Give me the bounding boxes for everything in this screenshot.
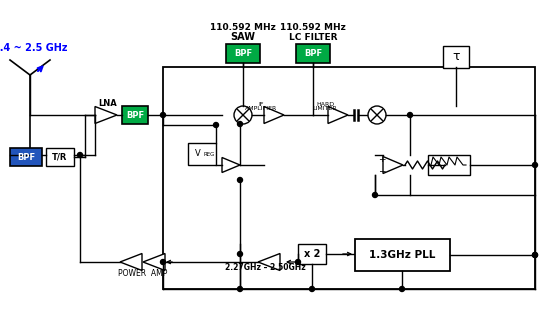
Circle shape xyxy=(368,106,386,124)
Circle shape xyxy=(238,287,243,291)
Bar xyxy=(163,67,535,289)
Circle shape xyxy=(238,251,243,256)
Text: BPF: BPF xyxy=(17,152,35,162)
Bar xyxy=(122,106,148,124)
Polygon shape xyxy=(328,106,348,123)
Polygon shape xyxy=(143,254,165,271)
Circle shape xyxy=(238,177,243,182)
Text: +: + xyxy=(378,156,386,164)
Bar xyxy=(226,44,260,63)
Bar xyxy=(10,148,42,166)
Bar xyxy=(188,143,216,165)
Bar xyxy=(46,148,74,166)
Polygon shape xyxy=(95,106,117,123)
Circle shape xyxy=(161,260,166,265)
Text: BPF: BPF xyxy=(126,111,144,119)
Text: V: V xyxy=(195,150,201,158)
Polygon shape xyxy=(222,158,240,173)
Circle shape xyxy=(399,287,404,291)
Polygon shape xyxy=(383,157,403,174)
Bar xyxy=(296,44,330,63)
Text: 2.27GHz – 2.50GHz: 2.27GHz – 2.50GHz xyxy=(224,262,305,272)
Bar xyxy=(443,46,469,68)
Polygon shape xyxy=(258,254,280,271)
Circle shape xyxy=(295,260,300,265)
Text: 1.3GHz PLL: 1.3GHz PLL xyxy=(369,250,435,260)
Text: T/R: T/R xyxy=(52,152,68,162)
Text: REG: REG xyxy=(203,152,214,157)
Circle shape xyxy=(213,123,218,128)
Text: LNA: LNA xyxy=(98,100,117,108)
Polygon shape xyxy=(120,254,142,271)
Circle shape xyxy=(372,192,377,198)
Circle shape xyxy=(234,106,252,124)
Circle shape xyxy=(532,253,537,257)
Text: IF: IF xyxy=(258,101,264,106)
Text: LIMITER: LIMITER xyxy=(313,106,337,112)
Text: 2.4 ~ 2.5 GHz: 2.4 ~ 2.5 GHz xyxy=(0,43,67,53)
Text: AMPLIFIER: AMPLIFIER xyxy=(245,106,277,112)
Text: BPF: BPF xyxy=(234,49,252,58)
Circle shape xyxy=(532,163,537,168)
Circle shape xyxy=(310,287,315,291)
Text: τ: τ xyxy=(452,50,460,64)
Text: x 2: x 2 xyxy=(304,249,320,259)
Text: HARD: HARD xyxy=(316,101,334,106)
Text: 110.592 MHz: 110.592 MHz xyxy=(280,24,346,32)
Text: −: − xyxy=(378,167,386,175)
Circle shape xyxy=(238,122,243,127)
Polygon shape xyxy=(264,106,284,123)
Circle shape xyxy=(78,152,82,158)
Text: BPF: BPF xyxy=(304,49,322,58)
Text: POWER  AMP: POWER AMP xyxy=(118,270,168,278)
Circle shape xyxy=(161,112,166,117)
Circle shape xyxy=(532,253,537,257)
Bar xyxy=(428,155,470,175)
Bar xyxy=(298,244,326,264)
Bar xyxy=(355,239,450,271)
Circle shape xyxy=(408,112,412,117)
Text: SAW: SAW xyxy=(230,32,256,42)
Text: LC FILTER: LC FILTER xyxy=(289,32,337,42)
Text: 110.592 MHz: 110.592 MHz xyxy=(210,24,276,32)
